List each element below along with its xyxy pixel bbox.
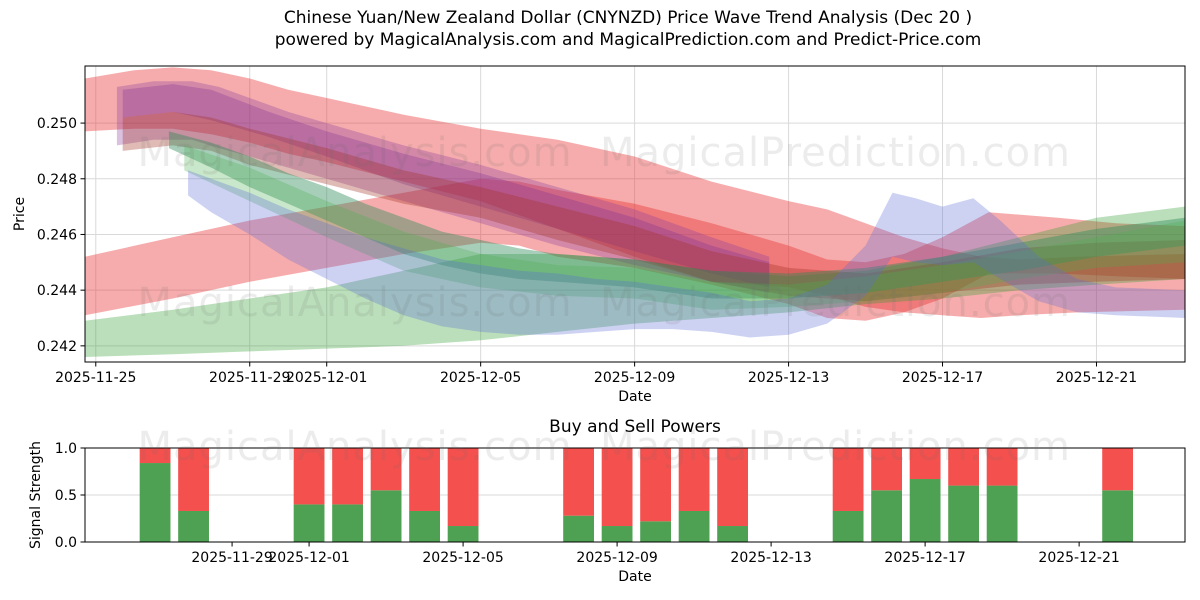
bar-buy-segment: [1102, 490, 1134, 542]
bar-sell-segment: [601, 448, 633, 527]
red-lower-band: [85, 178, 1185, 321]
teal-band: [168, 131, 1185, 299]
y-tick-label: 0.0: [55, 535, 77, 551]
y-tick-label: 0.248: [37, 172, 77, 188]
bar-buy-segment: [909, 479, 941, 542]
y-tick-label: 0.5: [55, 488, 77, 504]
bar-sell-segment: [447, 448, 479, 527]
bar-sell-segment: [909, 448, 941, 480]
bar-buy-segment: [447, 526, 479, 542]
bar-buy-segment: [948, 485, 980, 542]
green-wide-band: [85, 206, 1185, 357]
subplot-title: Buy and Sell Powers: [549, 417, 721, 437]
y-tick-label: 0.250: [37, 116, 77, 132]
y-tick-label: 0.242: [37, 339, 77, 355]
x-tick-label: 2025-12-13: [748, 370, 829, 386]
bar-buy-segment: [563, 515, 594, 542]
bar-buy-segment: [832, 510, 864, 542]
bar-buy-segment: [409, 510, 440, 542]
bar-sell-segment: [832, 448, 864, 511]
bar-sell-segment: [178, 448, 209, 511]
x-tick-label: 2025-11-25: [55, 370, 136, 386]
bar-buy-segment: [178, 510, 209, 542]
purple-band: [116, 81, 770, 293]
bar-sell-segment: [678, 448, 710, 511]
y-tick-label: 0.246: [37, 227, 77, 243]
chart-title-line2: powered by MagicalAnalysis.com and Magic…: [274, 30, 982, 50]
bar-sell-segment: [986, 448, 1018, 486]
bar-buy-segment: [139, 463, 171, 542]
bar-sell-segment: [563, 448, 594, 516]
bar-buy-segment: [332, 504, 363, 542]
bar-sell-segment: [370, 448, 402, 491]
x-tick-label: 2025-12-09: [594, 370, 675, 386]
bar-sell-segment: [871, 448, 903, 491]
x-tick-label: 2025-12-21: [1038, 550, 1119, 566]
bar-buy-segment: [678, 510, 710, 542]
x-tick-label: 2025-12-05: [440, 370, 521, 386]
bar-sell-segment: [293, 448, 325, 505]
x-tick-label: 2025-12-13: [730, 550, 811, 566]
x-tick-label: 2025-12-05: [422, 550, 503, 566]
x-tick-label: 2025-12-01: [286, 370, 367, 386]
bar-sell-segment: [717, 448, 749, 527]
red-upper-band: [85, 67, 1185, 319]
bar-sell-segment: [948, 448, 980, 486]
y-axis-label: Signal Strength: [28, 441, 44, 549]
bar-sell-segment: [1102, 448, 1134, 491]
bar-sell-segment: [332, 448, 363, 505]
bar-buy-segment: [871, 490, 903, 542]
y-axis-label: Price: [12, 197, 28, 231]
bar-buy-segment: [601, 526, 633, 542]
x-tick-label: 2025-12-17: [884, 550, 965, 566]
green-narrow-band: [184, 145, 1186, 310]
bar-sell-segment: [640, 448, 671, 522]
x-tick-label: 2025-12-17: [902, 370, 983, 386]
bar-buy-segment: [370, 490, 402, 542]
x-axis-label: Date: [618, 389, 651, 405]
x-tick-label: 2025-12-21: [1056, 370, 1137, 386]
bar-sell-segment: [409, 448, 440, 511]
bar-sell-segment: [139, 448, 171, 464]
chart-title-line1: Chinese Yuan/New Zealand Dollar (CNYNZD)…: [283, 8, 973, 28]
y-tick-label: 1.0: [55, 441, 77, 457]
x-tick-label: 2025-12-01: [268, 550, 349, 566]
blue-band: [188, 170, 1186, 338]
x-tick-label: 2025-11-29: [209, 370, 290, 386]
bar-buy-segment: [293, 504, 325, 542]
y-tick-label: 0.244: [37, 283, 77, 299]
purple-inner-band: [122, 84, 770, 288]
x-tick-label: 2025-11-29: [191, 550, 272, 566]
bar-buy-segment: [640, 521, 671, 542]
x-tick-label: 2025-12-09: [576, 550, 657, 566]
bar-buy-segment: [717, 526, 749, 542]
bar-buy-segment: [986, 485, 1018, 542]
dark-red-core-band: [122, 111, 1186, 302]
x-axis-label: Date: [618, 569, 651, 585]
